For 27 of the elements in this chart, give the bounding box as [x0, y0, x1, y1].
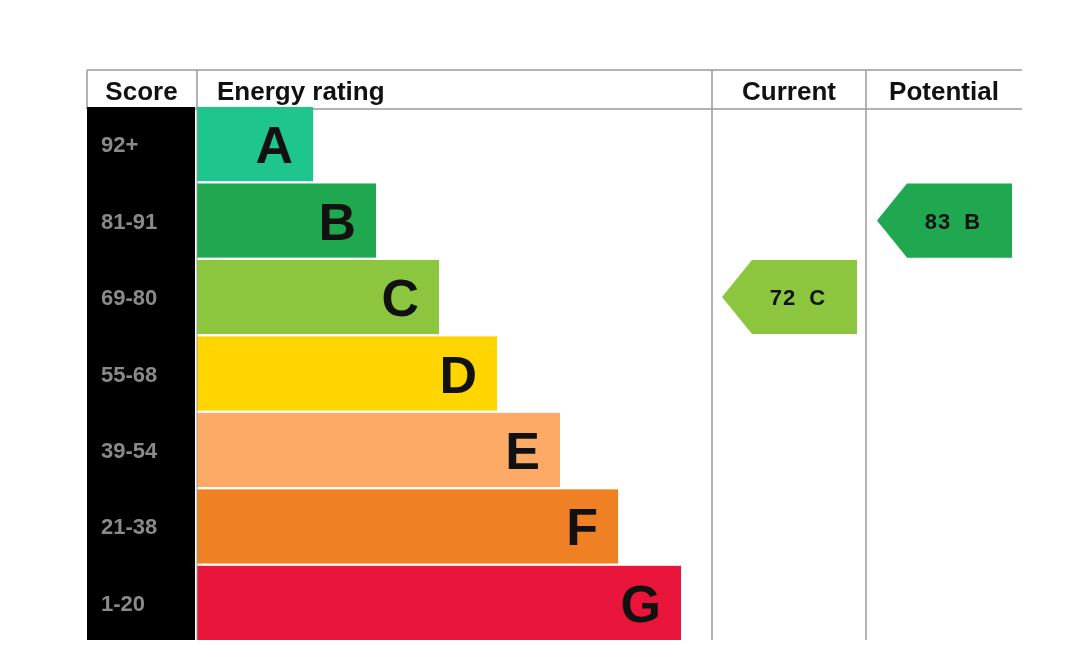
bar	[197, 412, 560, 488]
y-tick-label: C	[381, 269, 419, 328]
bar	[197, 565, 681, 640]
text: 39-54	[101, 437, 159, 463]
text: Score	[105, 76, 178, 106]
y-tick-label: G	[620, 574, 661, 633]
text: 55-68	[101, 361, 158, 387]
bar	[197, 183, 377, 258]
bar	[197, 336, 498, 411]
text: 1-20	[101, 590, 146, 616]
y-tick-label: A	[255, 116, 294, 175]
y-tick-label: B	[318, 192, 357, 251]
text: 21-38	[101, 514, 158, 540]
text: Potential	[889, 76, 999, 106]
text: Current	[742, 76, 837, 106]
text: 83 B	[924, 208, 982, 234]
text: 72 C	[769, 285, 827, 311]
text: 81-91	[101, 208, 158, 234]
text: Energy rating	[217, 76, 385, 106]
y-tick-label: D	[439, 345, 478, 404]
text: 92+	[101, 132, 139, 158]
text: 69-80	[101, 285, 158, 311]
y-tick-label: E	[505, 421, 540, 480]
bar	[197, 259, 439, 335]
bar	[197, 107, 314, 182]
bar	[197, 489, 619, 564]
y-tick-label: F	[566, 498, 599, 557]
